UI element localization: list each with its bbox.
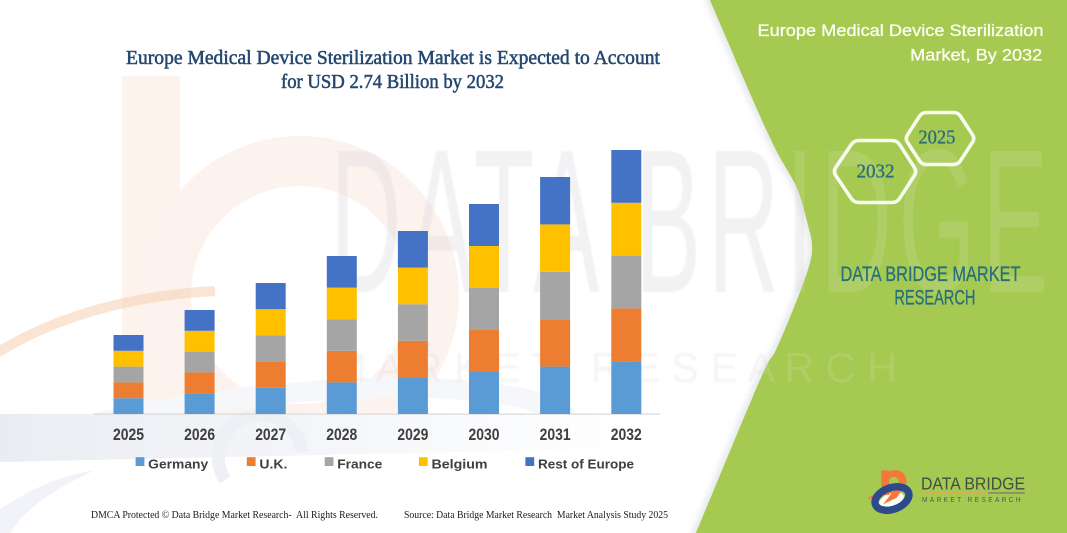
- svg-text:2029: 2029: [397, 426, 428, 444]
- svg-text:2031: 2031: [540, 426, 571, 444]
- svg-text:2026: 2026: [184, 426, 215, 444]
- svg-text:DATA BRIDGE MARKET: DATA BRIDGE MARKET: [841, 262, 1021, 286]
- svg-text:Source: Data Bridge Market Res: Source: Data Bridge Market Research Mark…: [404, 509, 668, 521]
- svg-text:RESEARCH: RESEARCH: [894, 285, 975, 309]
- svg-text:France: France: [337, 456, 382, 471]
- svg-text:2027: 2027: [255, 426, 286, 444]
- svg-text:Rest of Europe: Rest of Europe: [538, 456, 634, 471]
- svg-text:DATA BRIDGE: DATA BRIDGE: [921, 474, 1025, 494]
- svg-text:2032: 2032: [611, 426, 642, 444]
- svg-text:2025: 2025: [113, 426, 144, 444]
- svg-text:2025: 2025: [918, 127, 955, 149]
- svg-text:Europe Medical Device Steriliz: Europe Medical Device Sterilization Mark…: [126, 47, 660, 69]
- svg-text:2028: 2028: [326, 426, 357, 444]
- svg-text:MARKET RESEARCH: MARKET RESEARCH: [922, 497, 1023, 504]
- svg-text:for USD 2.74 Billion by 2032: for USD 2.74 Billion by 2032: [281, 71, 504, 93]
- svg-text:Germany: Germany: [148, 456, 209, 471]
- svg-text:U.K.: U.K.: [259, 456, 287, 471]
- svg-text:DMCA Protected © Data Bridge M: DMCA Protected © Data Bridge Market Rese…: [91, 509, 378, 521]
- svg-text:2032: 2032: [857, 161, 895, 183]
- svg-text:Europe Medical Device Steriliz: Europe Medical Device Sterilization: [758, 22, 1044, 40]
- svg-text:Market, By 2032: Market, By 2032: [910, 46, 1042, 64]
- svg-text:2030: 2030: [469, 426, 500, 444]
- svg-text:Belgium: Belgium: [432, 456, 488, 471]
